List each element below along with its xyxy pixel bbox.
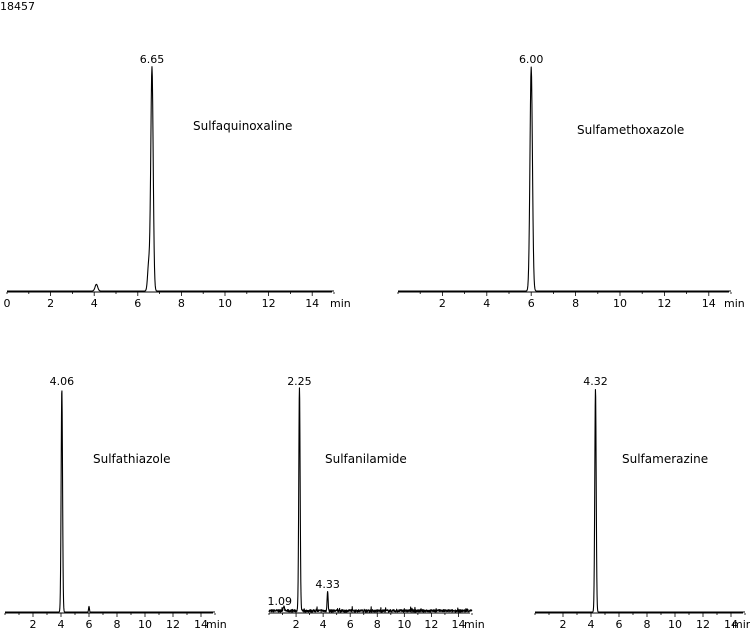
peak-label: 6.65 bbox=[140, 53, 165, 66]
tick-label: 14 bbox=[451, 618, 465, 630]
page-identifier: 18457 bbox=[0, 0, 35, 13]
tick-label: 4 bbox=[588, 618, 595, 630]
compound-name: Sulfamerazine bbox=[622, 452, 708, 466]
tick-label: 8 bbox=[374, 618, 381, 630]
axis-unit-label: min bbox=[724, 297, 745, 310]
peak-label: 4.33 bbox=[315, 578, 340, 591]
tick-label: 2 bbox=[439, 297, 446, 310]
chromatogram-panel: 2 4 6 8 10 12 14 min 6.00 Sulfamethoxazole bbox=[397, 53, 745, 310]
tick-label: 4 bbox=[91, 297, 98, 310]
tick-label: 4 bbox=[483, 297, 490, 310]
compound-name: Sulfathiazole bbox=[93, 452, 171, 466]
tick-label: 10 bbox=[218, 297, 232, 310]
peak-label: 4.06 bbox=[50, 375, 75, 388]
tick-label: 14 bbox=[724, 618, 738, 630]
tick-label: 10 bbox=[138, 618, 152, 630]
tick-label: 14 bbox=[194, 618, 208, 630]
axis-unit-label: min bbox=[330, 297, 351, 310]
tick-label: 12 bbox=[424, 618, 438, 630]
tick-label: 12 bbox=[657, 297, 671, 310]
chromatogram-trace bbox=[268, 387, 473, 613]
tick-label: 14 bbox=[305, 297, 319, 310]
tick-label: 6 bbox=[134, 297, 141, 310]
axis-unit-label: min bbox=[732, 618, 750, 630]
chromatogram-trace bbox=[397, 66, 732, 292]
tick-label: 8 bbox=[114, 618, 121, 630]
tick-label: 0 bbox=[4, 297, 11, 310]
tick-label: 10 bbox=[613, 297, 627, 310]
chromatogram-trace bbox=[6, 66, 335, 292]
tick-label: 4 bbox=[320, 618, 327, 630]
tick-label: 6 bbox=[528, 297, 535, 310]
tick-label: 12 bbox=[696, 618, 710, 630]
tick-label: 10 bbox=[397, 618, 411, 630]
peak-label: 6.00 bbox=[519, 53, 544, 66]
tick-label: 6 bbox=[86, 618, 93, 630]
axis-unit-label: min bbox=[464, 618, 485, 630]
tick-label: 6 bbox=[616, 618, 623, 630]
tick-label: 2 bbox=[30, 618, 37, 630]
tick-label: 2 bbox=[293, 618, 300, 630]
tick-label: 14 bbox=[702, 297, 716, 310]
axis-unit-label: min bbox=[206, 618, 227, 630]
tick-label: 8 bbox=[644, 618, 651, 630]
compound-name: Sulfamethoxazole bbox=[577, 123, 684, 137]
tick-label: 4 bbox=[58, 618, 65, 630]
tick-label: 8 bbox=[178, 297, 185, 310]
tick-label: 6 bbox=[347, 618, 354, 630]
chromatogram-trace bbox=[534, 388, 746, 613]
tick-label: 2 bbox=[47, 297, 54, 310]
tick-label: 12 bbox=[166, 618, 180, 630]
peak-label: 4.32 bbox=[583, 375, 608, 388]
tick-label: 12 bbox=[262, 297, 276, 310]
tick-label: 8 bbox=[572, 297, 579, 310]
tick-label: 10 bbox=[668, 618, 682, 630]
tick-label: 2 bbox=[560, 618, 567, 630]
chromatogram-trace bbox=[4, 390, 216, 613]
chromatogram-panel: 0 2 4 6 8 10 12 14 min 6.65 Sulfaquinoxaline bbox=[4, 53, 351, 310]
compound-name: Sulfanilamide bbox=[325, 452, 407, 466]
peak-label: 1.09 bbox=[268, 595, 293, 608]
peak-label: 2.25 bbox=[287, 375, 312, 388]
compound-name: Sulfaquinoxaline bbox=[193, 119, 292, 133]
